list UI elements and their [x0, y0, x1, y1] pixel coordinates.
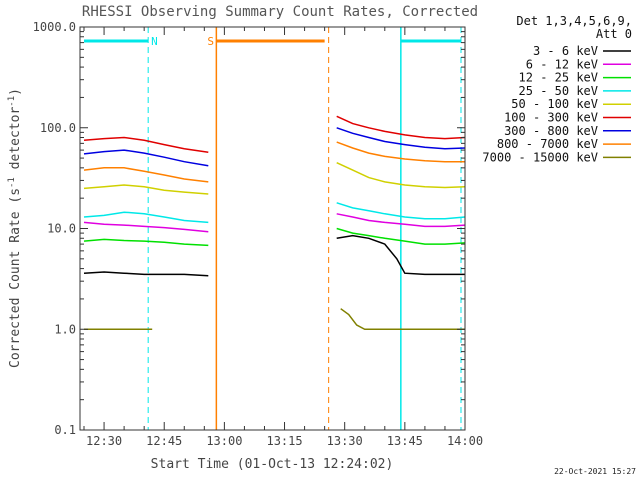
legend-header-detectors: Det 1,3,4,5,6,9, — [516, 14, 632, 28]
legend-label-6-12-kev: 6 - 12 keV — [526, 57, 598, 71]
series-line-25-50-kev — [83, 211, 209, 224]
x-tick-label: 13:00 — [206, 434, 242, 448]
axis-layer: 0.1 1.0 10.0 100.0 1000.0 12:30 12:45 13:00 13:1… — [33, 20, 483, 448]
series-line-50-100-kev — [83, 184, 209, 195]
legend-label-3-6-kev: 3 - 6 keV — [533, 44, 598, 58]
series-line-6-12-kev — [83, 221, 209, 233]
y-axis-label: Corrected Count Rate (s-1 detector-1) — [7, 88, 23, 368]
y-axis-label-mid: detector — [8, 107, 23, 178]
x-tick-label: 14:00 — [447, 434, 483, 448]
annotation-label: N — [151, 35, 158, 48]
y-tick-label: 1.0 — [54, 322, 76, 336]
x-tick-label: 13:45 — [387, 434, 423, 448]
series-line-100-300-kev — [83, 136, 209, 154]
y-tick-label: 10.0 — [47, 222, 76, 236]
series-line-12-25-kev — [83, 238, 209, 247]
series-line-800-7000-kev — [336, 141, 465, 163]
plot-frame — [79, 26, 466, 431]
series-line-12-25-kev — [336, 227, 466, 245]
x-tick-label: 12:45 — [146, 434, 182, 448]
y-axis-label-end: ) — [8, 88, 23, 96]
legend-label-800-7000-kev: 800 - 7000 keV — [497, 137, 598, 151]
legend-label-25-50-kev: 25 - 50 keV — [519, 84, 598, 98]
y-axis-label-sup1: -1 — [7, 177, 17, 188]
series-line-300-800-kev — [336, 127, 466, 150]
x-tick-label: 12:30 — [86, 434, 122, 448]
legend-label-100-300-kev: 100 - 300 keV — [504, 111, 598, 125]
series-layer — [83, 115, 466, 331]
x-tick-label: 13:30 — [327, 434, 363, 448]
series-line-3-6-kev — [83, 271, 209, 277]
series-line-800-7000-kev — [83, 167, 209, 183]
x-axis-label: Start Time (01-Oct-13 12:24:02) — [151, 457, 394, 472]
annotation-label: S — [207, 35, 214, 48]
legend-header-attenuator: Att 0 — [596, 27, 632, 41]
y-axis-label-sup2: -1 — [7, 96, 17, 107]
legend-label-300-800-kev: 300 - 800 keV — [504, 124, 598, 138]
y-axis-label-main: Corrected Count Rate (s — [8, 188, 23, 368]
y-tick-label: 0.1 — [54, 423, 76, 437]
series-line-25-50-kev — [336, 202, 466, 220]
legend-label-7000-15000-kev: 7000 - 15000 keV — [482, 150, 598, 164]
x-tick-label: 13:15 — [266, 434, 302, 448]
series-line-6-12-kev — [336, 213, 466, 228]
y-tick-label: 1000.0 — [33, 20, 76, 34]
legend-label-12-25-kev: 12 - 25 keV — [519, 71, 598, 85]
series-line-7000-15000-kev — [340, 308, 465, 331]
y-tick-label: 100.0 — [40, 121, 76, 135]
series-line-300-800-kev — [83, 149, 209, 167]
series-line-100-300-kev — [336, 115, 466, 140]
timestamp: 22-Oct-2021 15:27 — [554, 467, 636, 476]
series-line-50-100-kev — [336, 162, 466, 189]
chart-title: RHESSI Observing Summary Count Rates, Co… — [82, 4, 478, 20]
series-line-3-6-kev — [336, 234, 465, 276]
legend-label-50-100-kev: 50 - 100 keV — [511, 97, 598, 111]
